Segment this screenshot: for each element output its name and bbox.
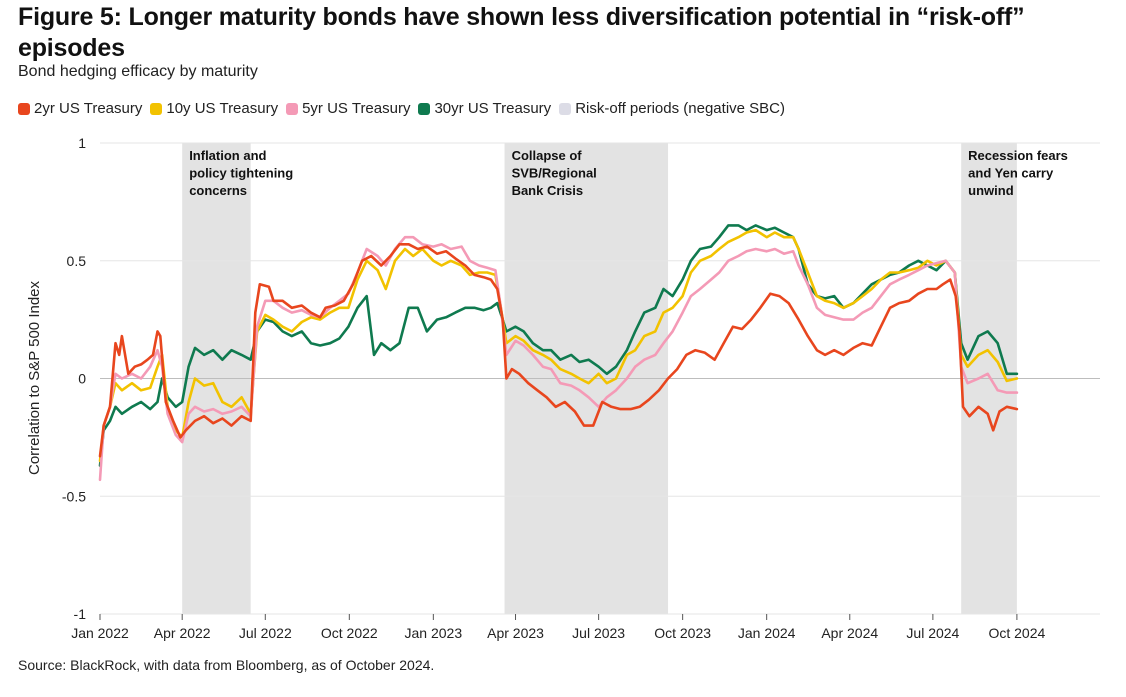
x-tick-label: Jul 2024 xyxy=(906,625,959,641)
legend-label-risk-off: Risk-off periods (negative SBC) xyxy=(575,100,785,117)
x-tick-label: Apr 2023 xyxy=(487,625,544,641)
chart-title: Figure 5: Longer maturity bonds have sho… xyxy=(18,3,1025,62)
x-tick-label: Jul 2022 xyxy=(239,625,292,641)
x-tick-label: Apr 2024 xyxy=(821,625,878,641)
x-tick-label: Jul 2023 xyxy=(572,625,625,641)
legend-label-5yr: 5yr US Treasury xyxy=(302,100,411,117)
y-tick-label: 0 xyxy=(78,371,86,387)
x-tick-label: Jan 2022 xyxy=(71,625,129,641)
legend-swatch-5yr xyxy=(286,102,299,115)
y-tick-label: -1 xyxy=(74,606,87,622)
y-tick-label: 0.5 xyxy=(67,253,87,269)
legend-item-2yr: 2yr US Treasury xyxy=(18,100,142,117)
legend-label-10y: 10y US Treasury xyxy=(166,100,279,117)
x-tick-labels-group: Jan 2022 Apr 2022 Jul 2022 Oct 2022 Jan 2023… xyxy=(71,614,1046,641)
series-lines-group xyxy=(98,224,1019,482)
source-note: Source: BlackRock, with data from Bloomb… xyxy=(18,657,435,673)
risk-off-annotation-1-line-1: SVB/Regional xyxy=(512,166,597,181)
legend-swatch-10y xyxy=(150,102,163,115)
x-tick-label: Jan 2024 xyxy=(738,625,796,641)
legend-item-10y: 10y US Treasury xyxy=(150,100,278,117)
legend-item-5yr: 5yr US Treasury xyxy=(286,100,410,117)
risk-off-annotation-0-line-1: policy tightening xyxy=(189,166,293,181)
y-tick-label: -0.5 xyxy=(62,488,86,504)
x-tick-label: Oct 2024 xyxy=(988,625,1045,641)
series-line-5yr-us-treasury xyxy=(98,235,1019,482)
x-tick-label: Oct 2022 xyxy=(321,625,378,641)
legend-swatch-30yr xyxy=(418,102,431,115)
series-line-2yr-us-treasury xyxy=(98,243,1019,458)
annotations-group: Inflation and policy tightening concerns Co… xyxy=(189,148,1068,198)
chart-subtitle: Bond hedging efficacy by maturity xyxy=(18,63,258,80)
risk-off-annotation-2-line-2: unwind xyxy=(968,183,1014,198)
legend-swatch-2yr xyxy=(18,102,30,115)
series-line-10y-us-treasury xyxy=(98,228,1019,463)
x-tick-label: Apr 2022 xyxy=(154,625,211,641)
risk-off-annotation-0-line-2: concerns xyxy=(189,183,247,198)
legend-item-risk-off: Risk-off periods (negative SBC) xyxy=(559,100,785,117)
y-tick-label: 1 xyxy=(78,135,86,151)
risk-off-annotation-1-line-2: Bank Crisis xyxy=(512,183,584,198)
risk-off-annotation-1-line-0: Collapse of xyxy=(512,148,583,163)
legend-swatch-risk-off xyxy=(559,102,572,115)
legend-label-2yr: 2yr US Treasury xyxy=(34,100,143,117)
legend-label-30yr: 30yr US Treasury xyxy=(434,100,552,117)
legend-item-30yr: 30yr US Treasury xyxy=(418,100,551,117)
risk-off-annotation-2-line-0: Recession fears xyxy=(968,148,1068,163)
legend: 2yr US Treasury 10y US Treasury 5yr US T… xyxy=(18,100,785,117)
y-tick-labels-group: 1 0.5 0 -0.5 -1 xyxy=(62,135,86,622)
y-axis-label: Correlation to S&P 500 Index xyxy=(26,280,43,475)
x-tick-label: Oct 2023 xyxy=(654,625,711,641)
x-tick-label: Jan 2023 xyxy=(405,625,463,641)
risk-off-annotation-0-line-0: Inflation and xyxy=(189,148,266,163)
risk-off-annotation-2-line-1: and Yen carry xyxy=(968,166,1054,181)
